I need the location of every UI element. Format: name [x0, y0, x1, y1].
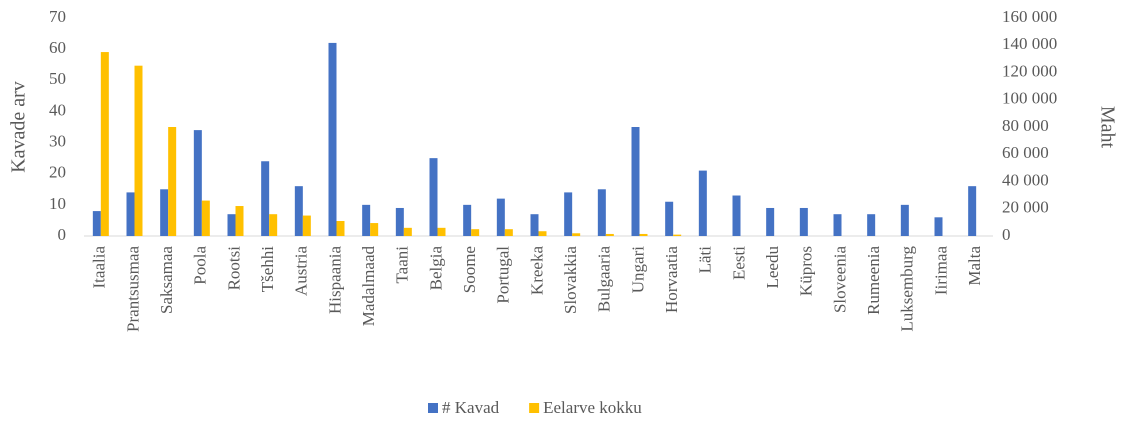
bar	[605, 233, 614, 236]
bar	[732, 195, 741, 236]
bar	[160, 189, 169, 236]
bar	[294, 186, 303, 236]
x-tick-label: Belgia	[426, 246, 445, 291]
bar	[362, 204, 371, 236]
bar	[193, 130, 202, 236]
bar	[530, 214, 539, 236]
bar	[538, 231, 547, 236]
y2-tick-label: 80 000	[1002, 116, 1049, 135]
y2-tick-label: 120 000	[1002, 61, 1057, 80]
bar	[968, 186, 977, 236]
legend-label: Eelarve kokku	[543, 398, 642, 417]
bar	[639, 233, 648, 236]
y-tick-label: 0	[58, 225, 67, 244]
legend-swatch	[428, 403, 438, 413]
x-tick-label: Leedu	[763, 246, 782, 289]
legend-swatch	[529, 403, 540, 413]
x-tick-label: Soome	[460, 246, 479, 293]
y-axis-title: Kavade arv	[8, 81, 30, 173]
bar	[201, 200, 210, 236]
x-tick-label: Austria	[292, 246, 311, 297]
bar	[328, 42, 337, 236]
bar	[496, 198, 505, 236]
x-tick-label: Taani	[393, 246, 412, 284]
x-tick-label: Eesti	[729, 246, 748, 280]
x-tick-label: Slovakkia	[561, 246, 580, 314]
bar	[429, 158, 438, 236]
bar	[698, 170, 707, 236]
bar	[597, 189, 606, 236]
bar	[504, 229, 513, 236]
bar	[403, 227, 412, 236]
y-tick-label: 20	[49, 163, 66, 182]
bar	[269, 214, 278, 236]
y2-tick-label: 20 000	[1002, 198, 1049, 217]
x-tick-label: Poola	[191, 246, 210, 285]
x-tick-label: Saksamaa	[157, 246, 176, 314]
x-tick-label: Sloveenia	[830, 246, 849, 313]
bar	[437, 227, 446, 236]
bar	[900, 204, 909, 236]
bar	[302, 215, 311, 236]
bar	[370, 223, 379, 236]
y-tick-label: 30	[49, 131, 66, 150]
x-tick-label: Rootsi	[224, 246, 243, 291]
bar	[100, 52, 109, 236]
x-tick-label: Läti	[696, 246, 715, 274]
bar	[126, 192, 135, 236]
x-tick-label: Bulgaaria	[595, 246, 614, 313]
bar	[631, 127, 640, 236]
bar	[395, 207, 404, 236]
bar	[235, 206, 244, 236]
bar	[572, 233, 581, 236]
y2-tick-label: 0	[1002, 225, 1011, 244]
x-tick-label: Tšehhi	[258, 246, 277, 293]
y-tick-label: 40	[49, 100, 66, 119]
bar	[336, 221, 345, 236]
legend-label: # Kavad	[442, 398, 500, 417]
x-tick-label: Hispaania	[325, 246, 344, 314]
y2-tick-label: 140 000	[1002, 34, 1057, 53]
bar	[799, 207, 808, 236]
y2-tick-label: 60 000	[1002, 143, 1049, 162]
bar	[665, 201, 674, 236]
bar	[463, 204, 472, 236]
x-tick-label: Horvaatia	[662, 246, 681, 313]
x-tick-label: Itaalia	[90, 246, 109, 289]
x-tick-label: Madalmaad	[359, 246, 378, 327]
bar	[934, 217, 943, 236]
x-tick-label: Portugal	[494, 246, 513, 304]
bar	[867, 214, 876, 236]
y-tick-label: 10	[49, 194, 66, 213]
y2-tick-label: 100 000	[1002, 89, 1057, 108]
y2-tick-label: 160 000	[1002, 7, 1057, 26]
bar	[673, 234, 682, 236]
bar	[833, 214, 842, 236]
bar	[168, 127, 177, 236]
x-tick-label: Prantsusmaa	[123, 246, 142, 332]
y-tick-label: 50	[49, 69, 66, 88]
y2-axis-title: Maht	[1096, 106, 1118, 149]
x-tick-label: Luksemburg	[898, 246, 917, 332]
bar	[92, 211, 101, 236]
bar	[261, 161, 270, 236]
bar	[471, 229, 480, 236]
x-tick-label: Rumeenia	[864, 246, 883, 315]
x-tick-label: Malta	[965, 246, 984, 286]
y2-tick-label: 40 000	[1002, 170, 1049, 189]
x-tick-label: Ungari	[628, 246, 647, 293]
y-tick-label: 70	[49, 7, 66, 26]
x-tick-label: Küpros	[797, 246, 816, 296]
x-tick-label: Kreeka	[527, 246, 546, 296]
bar	[766, 207, 775, 236]
y-tick-label: 60	[49, 38, 66, 57]
bar	[564, 192, 573, 236]
x-tick-label: Iirimaa	[931, 246, 950, 296]
bar	[227, 214, 236, 236]
bar	[134, 65, 143, 236]
